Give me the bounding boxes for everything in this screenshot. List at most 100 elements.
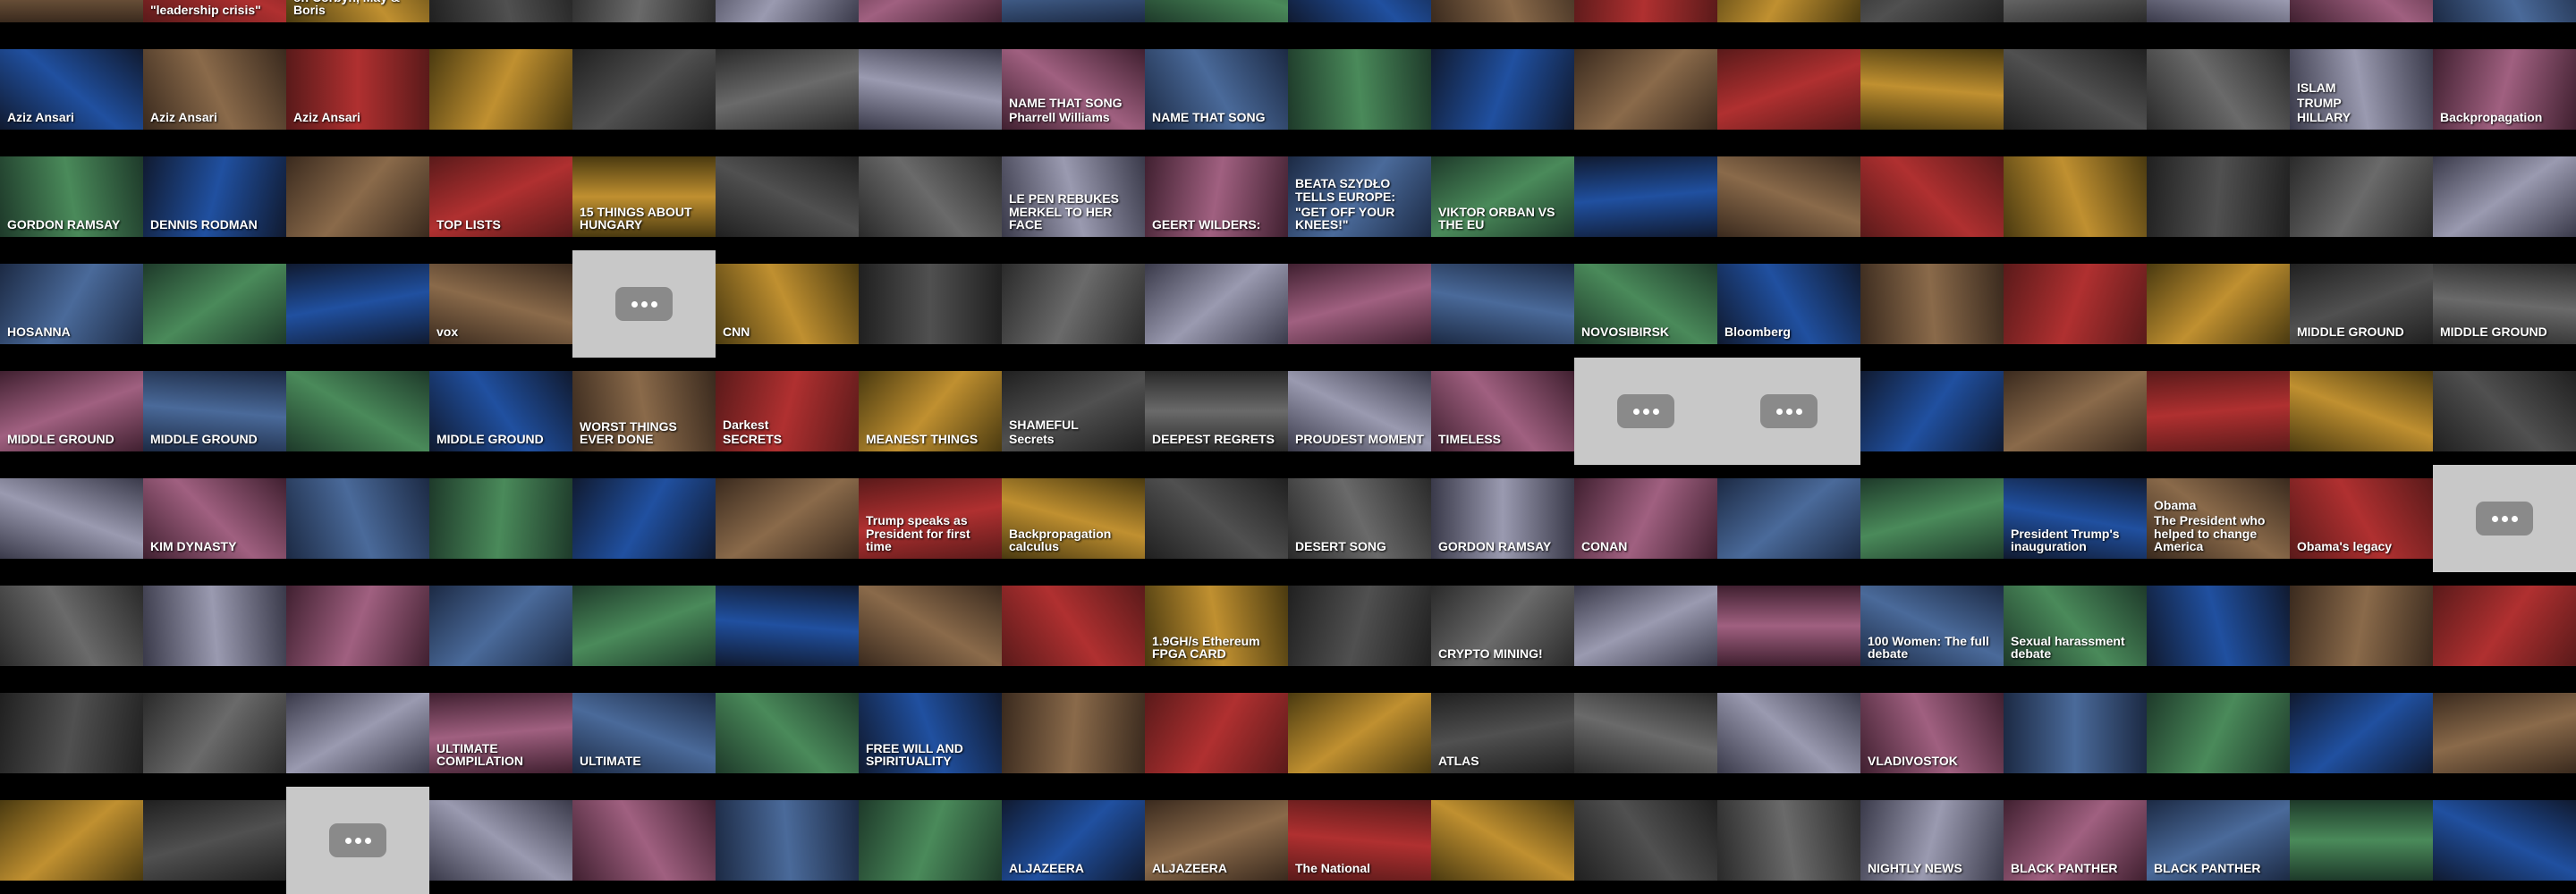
thumbnail[interactable] xyxy=(2290,371,2433,451)
thumbnail[interactable] xyxy=(1288,0,1431,22)
thumbnail[interactable] xyxy=(1717,358,1860,465)
thumbnail[interactable] xyxy=(859,800,1002,881)
thumbnail[interactable] xyxy=(0,478,143,559)
thumbnail[interactable]: NAME THAT SONG Pharrell Williams xyxy=(1002,49,1145,130)
thumbnail[interactable] xyxy=(143,586,286,666)
thumbnail[interactable] xyxy=(2290,800,2433,881)
thumbnail[interactable] xyxy=(2147,264,2290,344)
thumbnail[interactable] xyxy=(1860,0,2004,22)
thumbnail[interactable] xyxy=(429,586,572,666)
thumbnail[interactable] xyxy=(1002,693,1145,773)
thumbnail[interactable] xyxy=(143,264,286,344)
thumbnail[interactable] xyxy=(716,156,859,237)
thumbnail[interactable] xyxy=(2147,586,2290,666)
thumbnail[interactable] xyxy=(1288,264,1431,344)
thumbnail[interactable] xyxy=(2004,693,2147,773)
thumbnail[interactable] xyxy=(2004,264,2147,344)
thumbnail[interactable]: BLACK PANTHER xyxy=(2147,800,2290,881)
thumbnail[interactable] xyxy=(2147,371,2290,451)
thumbnail[interactable] xyxy=(1717,586,1860,666)
thumbnail[interactable] xyxy=(572,49,716,130)
thumbnail[interactable]: Backpropagation xyxy=(2433,49,2576,130)
thumbnail[interactable]: NIGHTLY NEWS xyxy=(1860,800,2004,881)
thumbnail[interactable]: ULTIMATE xyxy=(572,693,716,773)
thumbnail[interactable] xyxy=(2290,0,2433,22)
thumbnail[interactable] xyxy=(0,800,143,881)
thumbnail[interactable] xyxy=(716,49,859,130)
thumbnail[interactable]: GORDON RAMSAY xyxy=(0,156,143,237)
thumbnail[interactable] xyxy=(429,0,572,22)
thumbnail[interactable]: 15 THINGS ABOUT HUNGARY xyxy=(572,156,716,237)
thumbnail[interactable] xyxy=(1288,586,1431,666)
thumbnail[interactable]: Trump speaks as President for first time xyxy=(859,478,1002,559)
thumbnail[interactable]: CRYPTO MINING! xyxy=(1431,586,1574,666)
thumbnail[interactable]: CNN xyxy=(716,264,859,344)
thumbnail[interactable] xyxy=(286,586,429,666)
thumbnail[interactable] xyxy=(286,264,429,344)
thumbnail[interactable]: Bloomberg xyxy=(1717,264,1860,344)
thumbnail[interactable]: Aziz Ansari xyxy=(286,49,429,130)
thumbnail[interactable]: ISLAM TRUMP HILLARY xyxy=(2290,49,2433,130)
thumbnail[interactable]: DESERT SONG xyxy=(1288,478,1431,559)
thumbnail[interactable] xyxy=(2433,800,2576,881)
thumbnail[interactable]: Obama's legacy xyxy=(2290,478,2433,559)
thumbnail[interactable] xyxy=(429,49,572,130)
thumbnail[interactable] xyxy=(2433,586,2576,666)
thumbnail[interactable] xyxy=(859,49,1002,130)
thumbnail[interactable] xyxy=(2290,156,2433,237)
thumbnail[interactable]: MIDDLE GROUND xyxy=(0,371,143,451)
thumbnail[interactable]: vox xyxy=(429,264,572,344)
thumbnail[interactable]: SHAMEFUL Secrets xyxy=(1002,371,1145,451)
thumbnail[interactable] xyxy=(1431,800,1574,881)
thumbnail[interactable] xyxy=(1431,0,1574,22)
thumbnail[interactable]: Aziz Ansari xyxy=(0,49,143,130)
thumbnail[interactable] xyxy=(429,478,572,559)
thumbnail[interactable]: NOVOSIBIRSK xyxy=(1574,264,1717,344)
thumbnail[interactable] xyxy=(1002,586,1145,666)
thumbnail[interactable] xyxy=(1288,693,1431,773)
thumbnail[interactable]: VLADIVOSTOK xyxy=(1860,693,2004,773)
thumbnail[interactable] xyxy=(1860,156,2004,237)
thumbnail[interactable]: Obama The President who helped to change … xyxy=(2147,478,2290,559)
thumbnail[interactable] xyxy=(716,586,859,666)
thumbnail[interactable] xyxy=(1717,800,1860,881)
thumbnail[interactable] xyxy=(2147,49,2290,130)
thumbnail[interactable] xyxy=(1574,800,1717,881)
thumbnail[interactable] xyxy=(2433,371,2576,451)
thumbnail[interactable]: CONAN xyxy=(1574,478,1717,559)
thumbnail[interactable] xyxy=(1431,264,1574,344)
thumbnail[interactable] xyxy=(1574,693,1717,773)
thumbnail[interactable] xyxy=(716,0,859,22)
thumbnail[interactable] xyxy=(1574,156,1717,237)
thumbnail[interactable] xyxy=(1145,264,1288,344)
thumbnail[interactable] xyxy=(1431,49,1574,130)
thumbnail[interactable]: PROUDEST MOMENT xyxy=(1288,371,1431,451)
thumbnail[interactable] xyxy=(2147,693,2290,773)
thumbnail[interactable]: The National xyxy=(1288,800,1431,881)
thumbnail[interactable]: ALJAZEERA xyxy=(1145,800,1288,881)
thumbnail[interactable] xyxy=(2004,49,2147,130)
thumbnail[interactable] xyxy=(0,0,143,22)
thumbnail[interactable] xyxy=(1860,264,2004,344)
thumbnail[interactable] xyxy=(1860,478,2004,559)
thumbnail[interactable]: MIDDLE GROUND xyxy=(429,371,572,451)
thumbnail[interactable]: ALJAZEERA xyxy=(1002,800,1145,881)
thumbnail[interactable] xyxy=(1145,693,1288,773)
thumbnail[interactable] xyxy=(0,693,143,773)
thumbnail[interactable]: 1.9GH/s Ethereum FPGA CARD xyxy=(1145,586,1288,666)
thumbnail[interactable] xyxy=(716,693,859,773)
thumbnail[interactable] xyxy=(1145,478,1288,559)
thumbnail[interactable] xyxy=(1002,0,1145,22)
thumbnail[interactable]: Backpropagation calculus xyxy=(1002,478,1145,559)
thumbnail[interactable] xyxy=(2433,0,2576,22)
thumbnail[interactable] xyxy=(2004,0,2147,22)
thumbnail[interactable] xyxy=(859,156,1002,237)
thumbnail[interactable]: TIMELESS xyxy=(1431,371,1574,451)
thumbnail[interactable]: MIDDLE GROUND xyxy=(143,371,286,451)
thumbnail[interactable]: ATLAS xyxy=(1431,693,1574,773)
thumbnail[interactable] xyxy=(1574,0,1717,22)
thumbnail[interactable]: 100 Women: The full debate xyxy=(1860,586,2004,666)
thumbnail[interactable] xyxy=(2004,156,2147,237)
thumbnail[interactable] xyxy=(572,0,716,22)
thumbnail[interactable]: ULTIMATE COMPILATION xyxy=(429,693,572,773)
